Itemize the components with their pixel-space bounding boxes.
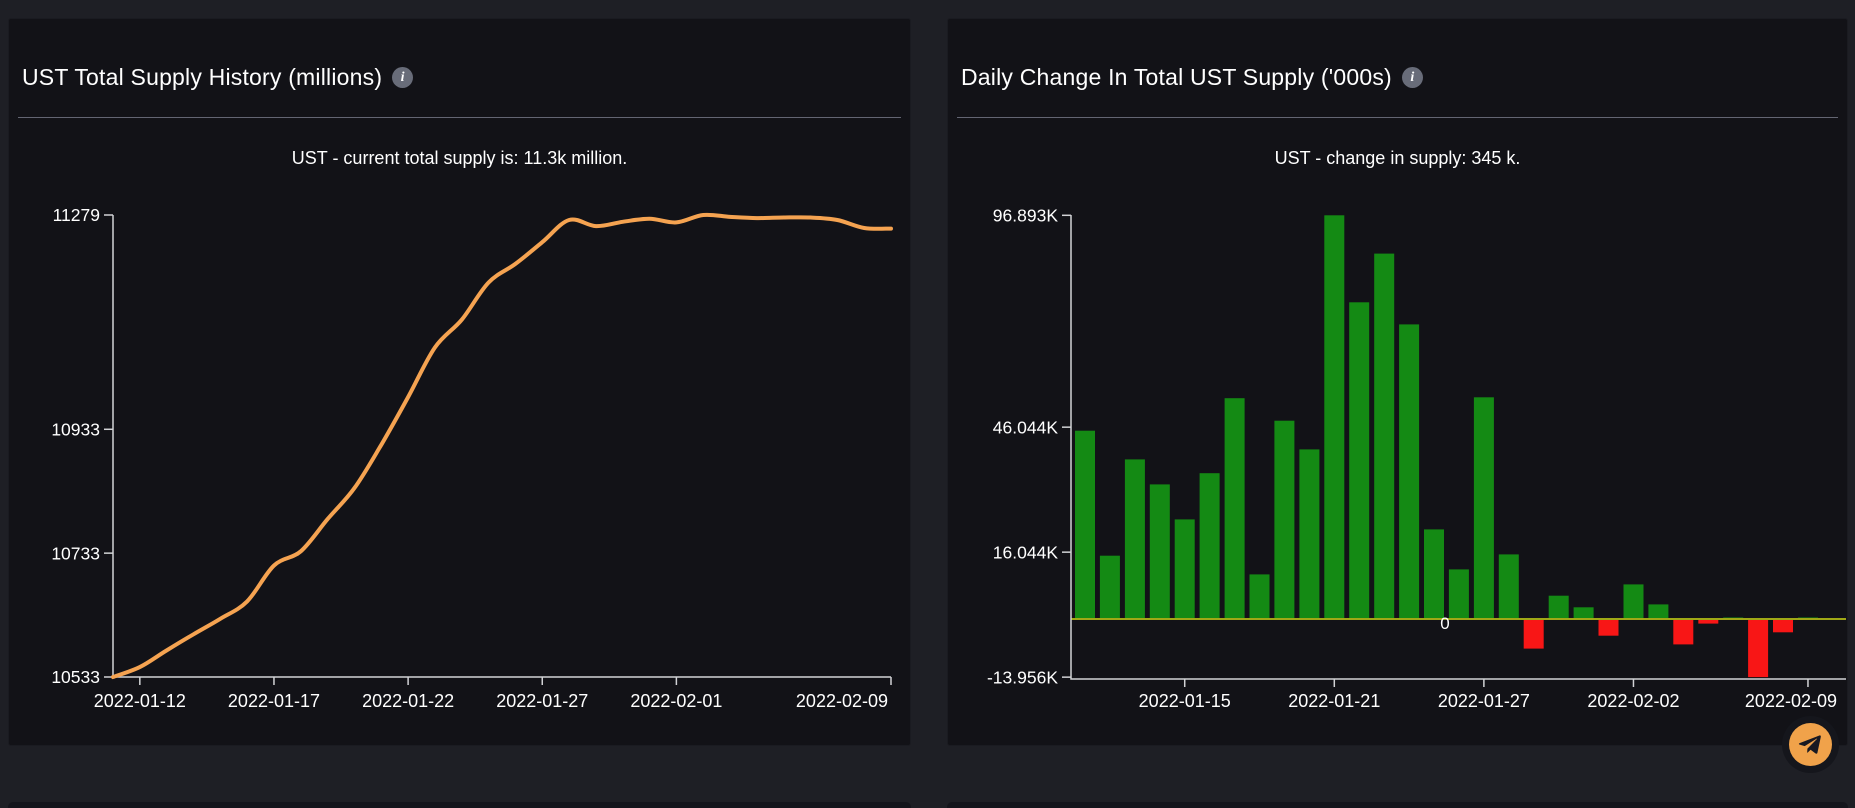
bar-positive — [1623, 584, 1644, 619]
panel-title: Daily Change In Total UST Supply ('000s)… — [961, 66, 1423, 89]
bar-negative — [1748, 619, 1769, 678]
bar-positive — [1448, 569, 1469, 619]
bar-positive — [1249, 574, 1270, 619]
next-row-panel-right — [947, 802, 1848, 808]
x-tick-label: 2022-02-01 — [630, 691, 722, 711]
y-axis-labels: 11279 10933 10733 10533 — [51, 205, 113, 687]
y-tick-label: 11279 — [53, 205, 100, 225]
bar-positive — [1349, 302, 1370, 619]
bar-positive — [1573, 607, 1594, 619]
line-chart-total-supply[interactable]: 11279 10933 10733 10533 2022-01-12 2022-01-17… — [9, 19, 912, 747]
bar-positive — [1374, 253, 1395, 619]
x-axis-labels: 2022-01-12 2022-01-17 2022-01-22 2022-01-27… — [94, 677, 892, 711]
bar-negative — [1598, 619, 1619, 636]
panel-title-text: UST Total Supply History (millions) — [22, 64, 383, 90]
panel-header-divider — [18, 117, 901, 118]
x-tick-label: 2022-01-15 — [1139, 691, 1231, 711]
bar-negative — [1698, 619, 1719, 624]
zero-axis-label: 0 — [1440, 614, 1449, 633]
bar-positive — [1274, 420, 1295, 619]
y-tick-label: -13.956K — [987, 667, 1058, 687]
bar-positive — [1648, 604, 1669, 619]
x-tick-label: 2022-01-21 — [1288, 691, 1380, 711]
x-tick-label: 2022-01-17 — [228, 691, 320, 711]
chart-subtitle: UST - current total supply is: 11.3k mil… — [291, 148, 628, 168]
y-tick-label: 46.044K — [993, 417, 1059, 437]
telegram-icon — [1798, 735, 1821, 754]
info-icon[interactable]: i — [392, 67, 414, 88]
bar-positive — [1224, 398, 1245, 619]
bar-negative — [1773, 619, 1793, 633]
x-tick-label: 2022-02-09 — [1745, 691, 1837, 711]
bar-positive — [1124, 459, 1145, 619]
bar-negative — [1523, 619, 1544, 649]
bar-positive — [1299, 449, 1320, 619]
telegram-button[interactable] — [1789, 723, 1832, 766]
panel-total-supply-history: UST Total Supply History (millions) i US… — [8, 18, 911, 746]
bar-positive — [1149, 484, 1170, 619]
bar-positive — [1324, 215, 1345, 620]
x-tick-label: 2022-01-27 — [1438, 691, 1530, 711]
y-axis-labels: 96.893K 46.044K 16.044K -13.956K — [987, 205, 1071, 687]
bar-positive — [1498, 554, 1519, 619]
y-tick-label: 96.893K — [993, 205, 1059, 225]
axes — [1070, 215, 1846, 680]
next-row-panel-left — [8, 802, 911, 808]
bar-positive — [1548, 595, 1569, 619]
x-axis-labels: 2022-01-15 2022-01-21 2022-01-27 2022-02-02… — [1139, 679, 1837, 711]
x-tick-label: 2022-01-22 — [362, 691, 454, 711]
daily-change-bars — [1075, 215, 1818, 678]
y-tick-label: 16.044K — [993, 542, 1059, 562]
x-tick-label: 2022-01-27 — [496, 691, 588, 711]
y-tick-label: 10933 — [51, 419, 100, 439]
chart-subtitle: UST - change in supply: 345 k. — [1274, 148, 1521, 168]
x-tick-label: 2022-01-12 — [94, 691, 186, 711]
x-tick-label: 2022-02-09 — [796, 691, 888, 711]
bar-positive — [1075, 430, 1095, 619]
x-tick-label: 2022-02-02 — [1587, 691, 1679, 711]
bar-positive — [1174, 519, 1195, 619]
bar-positive — [1199, 473, 1220, 619]
bar-positive — [1473, 397, 1494, 619]
panel-daily-change: Daily Change In Total UST Supply ('000s)… — [947, 18, 1848, 746]
y-tick-label: 10533 — [51, 667, 100, 687]
info-icon[interactable]: i — [1401, 67, 1423, 88]
bar-positive — [1399, 324, 1420, 619]
supply-line-series — [111, 212, 893, 679]
axes — [112, 215, 891, 678]
bar-positive — [1099, 555, 1120, 619]
panel-title: UST Total Supply History (millions) i — [22, 64, 414, 90]
y-tick-label: 10733 — [51, 543, 100, 563]
panel-title-text: Daily Change In Total UST Supply ('000s) — [961, 64, 1392, 90]
panel-header-divider — [957, 117, 1838, 118]
bar-negative — [1673, 619, 1694, 645]
bar-positive — [1424, 529, 1444, 619]
